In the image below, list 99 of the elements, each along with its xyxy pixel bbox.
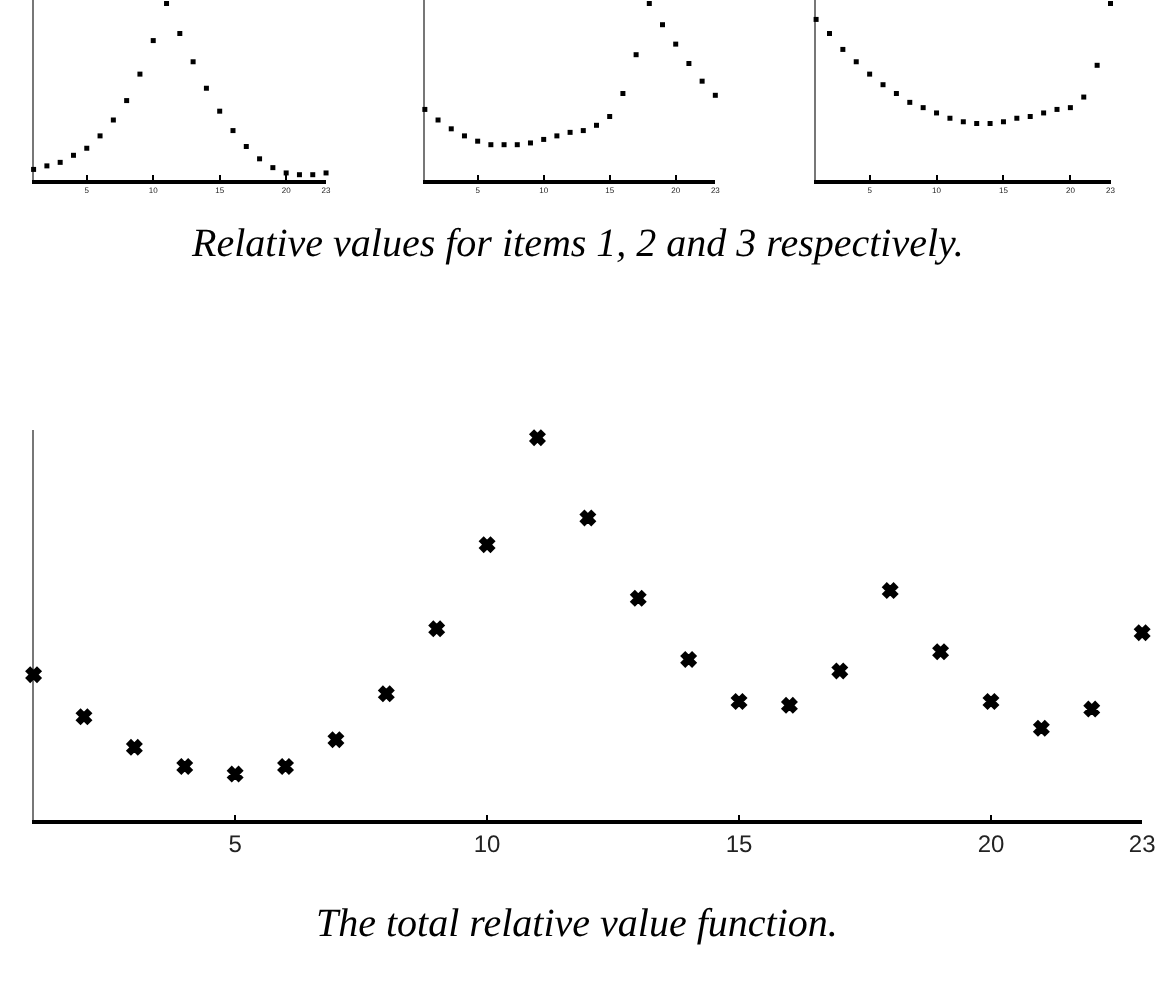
point xyxy=(932,643,949,660)
point xyxy=(686,61,692,67)
point xyxy=(880,82,886,88)
point xyxy=(97,133,103,139)
point xyxy=(110,117,116,123)
point xyxy=(947,115,953,121)
point xyxy=(527,140,533,146)
point xyxy=(44,163,50,169)
point xyxy=(479,536,496,553)
point xyxy=(1054,106,1060,112)
point xyxy=(124,98,130,104)
point xyxy=(230,128,236,134)
point xyxy=(488,142,494,148)
point xyxy=(826,31,832,37)
point xyxy=(1083,701,1100,718)
point xyxy=(70,152,76,158)
point xyxy=(607,113,613,119)
point xyxy=(323,170,329,176)
point xyxy=(1014,115,1020,121)
point xyxy=(57,159,63,165)
point xyxy=(203,85,209,91)
x-tick-label: 23 xyxy=(1128,830,1157,859)
point xyxy=(673,41,679,47)
point xyxy=(567,129,573,135)
point xyxy=(620,91,626,97)
point xyxy=(176,758,193,775)
point xyxy=(580,128,586,134)
point xyxy=(660,22,666,28)
text: The total relative value function. xyxy=(316,902,838,946)
point xyxy=(137,71,143,77)
point xyxy=(270,165,276,171)
point xyxy=(882,582,899,599)
point xyxy=(514,142,520,148)
point xyxy=(541,136,547,142)
point xyxy=(126,739,143,756)
point xyxy=(227,766,244,783)
point xyxy=(529,429,546,446)
point xyxy=(920,105,926,111)
point xyxy=(501,142,507,148)
point xyxy=(974,121,980,127)
point xyxy=(84,145,90,151)
point xyxy=(699,78,705,84)
point xyxy=(75,708,92,725)
point xyxy=(680,651,697,668)
point xyxy=(1033,720,1050,737)
point xyxy=(428,620,445,637)
point xyxy=(1134,624,1151,641)
point xyxy=(934,110,940,116)
point xyxy=(840,46,846,52)
point xyxy=(579,509,596,526)
text: Relative values for items 1, 2 and 3 respectively. xyxy=(190,222,964,266)
point xyxy=(164,1,170,7)
point xyxy=(960,119,966,125)
point xyxy=(1081,94,1087,100)
point xyxy=(190,59,196,65)
point xyxy=(712,92,718,98)
point xyxy=(277,758,294,775)
x-tick-label: 15 xyxy=(725,830,754,859)
point xyxy=(177,31,183,37)
point xyxy=(731,693,748,710)
point xyxy=(554,133,560,139)
point xyxy=(646,1,652,7)
point xyxy=(867,71,873,77)
point xyxy=(150,38,156,44)
point xyxy=(893,91,899,97)
point xyxy=(853,59,859,65)
point xyxy=(813,16,819,22)
point xyxy=(310,172,316,178)
point xyxy=(630,590,647,607)
point xyxy=(987,121,993,127)
point xyxy=(448,126,454,132)
point xyxy=(31,166,37,172)
point xyxy=(461,133,467,139)
point xyxy=(257,156,263,162)
point xyxy=(831,662,848,679)
point xyxy=(243,143,249,149)
point xyxy=(217,108,223,114)
point xyxy=(1094,62,1100,68)
point xyxy=(475,138,481,144)
point xyxy=(296,172,302,178)
x-tick-label: 10 xyxy=(473,830,502,859)
x-tick-label: 5 xyxy=(228,830,243,859)
point xyxy=(378,685,395,702)
point xyxy=(435,117,441,123)
x-tick-label: 20 xyxy=(977,830,1005,859)
point xyxy=(1000,119,1006,125)
point xyxy=(327,731,344,748)
point xyxy=(593,122,599,128)
point xyxy=(422,106,428,112)
point xyxy=(25,666,42,683)
point xyxy=(1027,113,1033,119)
point xyxy=(982,693,999,710)
point xyxy=(1108,1,1114,7)
point xyxy=(907,99,913,105)
point xyxy=(1067,105,1073,111)
point xyxy=(781,697,798,714)
point xyxy=(633,52,639,58)
point xyxy=(1041,110,1047,116)
point xyxy=(283,170,289,176)
